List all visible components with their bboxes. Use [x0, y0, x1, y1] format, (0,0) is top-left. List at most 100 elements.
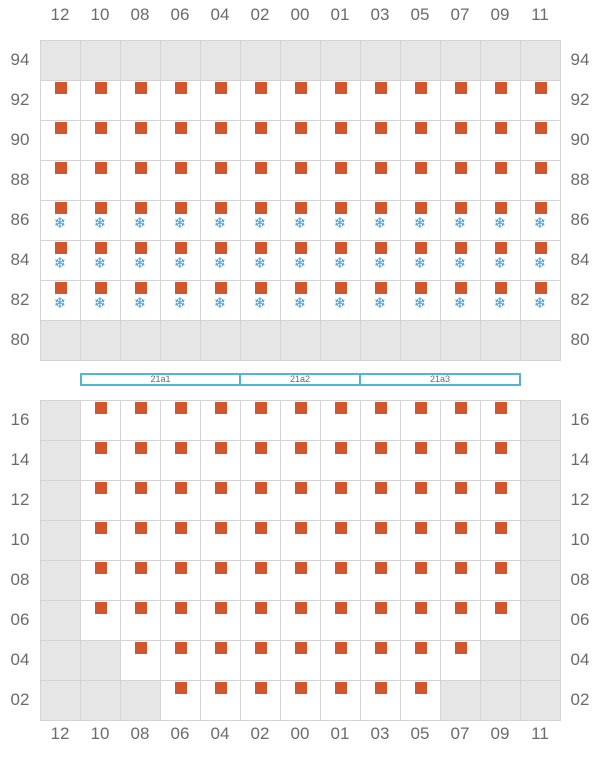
- square-marker-icon: [175, 642, 187, 654]
- square-marker-icon: [175, 482, 187, 494]
- upper-tier-label-92-right: 92: [570, 90, 590, 109]
- square-marker-icon: [255, 562, 267, 574]
- square-marker-icon: [295, 122, 307, 134]
- upper-slot-12-90[interactable]: [40, 120, 81, 161]
- square-marker-icon: [175, 82, 187, 94]
- snowflake-icon: ❄: [413, 214, 427, 232]
- snowflake-icon: ❄: [333, 214, 347, 232]
- square-marker-icon: [455, 282, 467, 294]
- square-marker-icon: [415, 522, 427, 534]
- upper-tier-label-90-right: 90: [570, 130, 590, 149]
- square-marker-icon: [295, 202, 307, 214]
- lower-slot-10-02: [80, 680, 121, 721]
- lower-tier-label-04-right: 04: [570, 650, 590, 669]
- square-marker-icon: [495, 282, 507, 294]
- upper-slot-02-82[interactable]: [240, 280, 281, 321]
- upper-slot-09-84[interactable]: [480, 240, 521, 281]
- square-marker-icon: [495, 122, 507, 134]
- square-marker-icon: [95, 522, 107, 534]
- square-marker-icon: [535, 242, 547, 254]
- snowflake-icon: ❄: [293, 294, 307, 312]
- square-marker-icon: [135, 242, 147, 254]
- snowflake-icon: ❄: [493, 254, 507, 272]
- lower-tier-label-16-left: 16: [10, 410, 30, 429]
- square-marker-icon: [415, 442, 427, 454]
- square-marker-icon: [255, 682, 267, 694]
- square-marker-icon: [95, 162, 107, 174]
- lower-slot-07-10[interactable]: [440, 520, 481, 561]
- square-marker-icon: [415, 122, 427, 134]
- square-marker-icon: [255, 122, 267, 134]
- lower-slot-11-14: [520, 440, 561, 481]
- square-marker-icon: [295, 522, 307, 534]
- column-label-02-top: 02: [250, 5, 270, 24]
- column-label-11-top: 11: [531, 5, 549, 24]
- hatch-cover-21a3[interactable]: 21a3: [360, 373, 521, 386]
- square-marker-icon: [215, 402, 227, 414]
- square-marker-icon: [455, 202, 467, 214]
- square-marker-icon: [135, 82, 147, 94]
- snowflake-icon: ❄: [253, 294, 267, 312]
- square-marker-icon: [255, 242, 267, 254]
- lower-tier-label-02-right: 02: [570, 690, 590, 709]
- lower-slot-11-08: [520, 560, 561, 601]
- square-marker-icon: [95, 202, 107, 214]
- column-label-07-bottom: 07: [450, 724, 470, 743]
- lower-tier-label-08-right: 08: [570, 570, 590, 589]
- upper-tier-label-92-left: 92: [10, 90, 30, 109]
- lower-slot-09-06[interactable]: [480, 600, 521, 641]
- square-marker-icon: [175, 682, 187, 694]
- lower-slot-08-02: [120, 680, 161, 721]
- column-label-01-top: 01: [330, 5, 350, 24]
- upper-tier-label-94-right: 94: [570, 50, 590, 69]
- hatch-cover-21a1[interactable]: 21a1: [80, 373, 241, 386]
- square-marker-icon: [535, 282, 547, 294]
- lower-slot-09-04: [480, 640, 521, 681]
- square-marker-icon: [215, 522, 227, 534]
- square-marker-icon: [95, 562, 107, 574]
- square-marker-icon: [295, 242, 307, 254]
- upper-tier-label-88-right: 88: [570, 170, 590, 189]
- square-marker-icon: [175, 202, 187, 214]
- square-marker-icon: [375, 482, 387, 494]
- square-marker-icon: [215, 202, 227, 214]
- upper-slot-10-94: [80, 40, 121, 81]
- hatch-cover-21a2[interactable]: 21a2: [240, 373, 361, 386]
- square-marker-icon: [335, 122, 347, 134]
- lower-slot-12-12: [40, 480, 81, 521]
- upper-slot-04-94: [200, 40, 241, 81]
- square-marker-icon: [215, 442, 227, 454]
- lower-tier-label-14-right: 14: [570, 450, 590, 469]
- lower-slot-12-06: [40, 600, 81, 641]
- square-marker-icon: [295, 82, 307, 94]
- snowflake-icon: ❄: [533, 254, 547, 272]
- square-marker-icon: [295, 442, 307, 454]
- square-marker-icon: [455, 442, 467, 454]
- square-marker-icon: [535, 162, 547, 174]
- column-label-09-bottom: 09: [490, 724, 510, 743]
- lower-slot-08-06[interactable]: [120, 600, 161, 641]
- square-marker-icon: [415, 602, 427, 614]
- upper-slot-08-94: [120, 40, 161, 81]
- square-marker-icon: [135, 642, 147, 654]
- upper-slot-02-80: [240, 320, 281, 361]
- square-marker-icon: [175, 282, 187, 294]
- square-marker-icon: [375, 162, 387, 174]
- lower-tier-label-14-left: 14: [10, 450, 30, 469]
- square-marker-icon: [295, 642, 307, 654]
- square-marker-icon: [415, 82, 427, 94]
- square-marker-icon: [135, 602, 147, 614]
- lower-slot-11-16: [520, 400, 561, 441]
- square-marker-icon: [55, 162, 67, 174]
- square-marker-icon: [95, 442, 107, 454]
- lower-slot-09-02: [480, 680, 521, 721]
- square-marker-icon: [415, 562, 427, 574]
- square-marker-icon: [95, 82, 107, 94]
- square-marker-icon: [455, 482, 467, 494]
- square-marker-icon: [215, 122, 227, 134]
- upper-slot-01-94: [320, 40, 361, 81]
- square-marker-icon: [175, 162, 187, 174]
- square-marker-icon: [215, 82, 227, 94]
- square-marker-icon: [455, 122, 467, 134]
- lower-slot-12-16: [40, 400, 81, 441]
